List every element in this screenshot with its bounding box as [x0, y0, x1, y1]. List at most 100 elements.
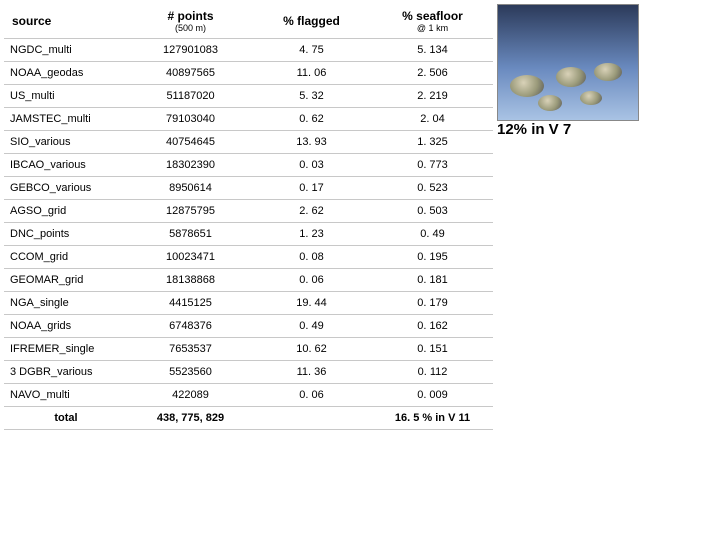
cell-points: 12875795 — [130, 200, 251, 223]
cell-points: 18302390 — [130, 154, 251, 177]
total-seafloor: 16. 5 % in V 11 — [372, 407, 493, 430]
cell-source: CCOM_grid — [4, 246, 130, 269]
cell-source: GEBCO_various — [4, 177, 130, 200]
cell-source: US_multi — [4, 85, 130, 108]
header-points-sub: (500 m) — [138, 23, 243, 33]
cell-seafloor: 0. 179 — [372, 292, 493, 315]
cell-points: 5523560 — [130, 361, 251, 384]
cell-flagged: 1. 23 — [251, 223, 372, 246]
cell-source: 3 DGBR_various — [4, 361, 130, 384]
header-points-label: # points — [167, 9, 213, 23]
cell-points: 40897565 — [130, 62, 251, 85]
cell-seafloor: 0. 112 — [372, 361, 493, 384]
table-row: CCOM_grid100234710. 080. 195 — [4, 246, 493, 269]
cell-points: 422089 — [130, 384, 251, 407]
cell-seafloor: 0. 162 — [372, 315, 493, 338]
cell-flagged: 0. 06 — [251, 384, 372, 407]
cell-points: 10023471 — [130, 246, 251, 269]
seafloor-image — [497, 4, 639, 121]
header-flagged: % flagged — [251, 4, 372, 39]
annotation-v7: 12% in V 7 — [497, 121, 716, 144]
table-row: NGA_single441512519. 440. 179 — [4, 292, 493, 315]
cell-flagged: 0. 08 — [251, 246, 372, 269]
header-source: source — [4, 4, 130, 39]
cell-seafloor: 0. 195 — [372, 246, 493, 269]
table-row: GEOMAR_grid181388680. 060. 181 — [4, 269, 493, 292]
cell-flagged: 4. 75 — [251, 39, 372, 62]
cell-seafloor: 0. 773 — [372, 154, 493, 177]
header-seafloor-label: % seafloor — [402, 9, 463, 23]
cell-seafloor: 2. 506 — [372, 62, 493, 85]
cell-source: SIO_various — [4, 131, 130, 154]
cell-flagged: 0. 06 — [251, 269, 372, 292]
cell-seafloor: 2. 219 — [372, 85, 493, 108]
cell-flagged: 0. 17 — [251, 177, 372, 200]
cell-points: 7653537 — [130, 338, 251, 361]
cell-seafloor: 0. 49 — [372, 223, 493, 246]
cell-points: 18138868 — [130, 269, 251, 292]
cell-seafloor: 2. 04 — [372, 108, 493, 131]
cell-points: 79103040 — [130, 108, 251, 131]
cell-flagged: 10. 62 — [251, 338, 372, 361]
table-row: NOAA_grids67483760. 490. 162 — [4, 315, 493, 338]
cell-source: NOAA_grids — [4, 315, 130, 338]
cell-points: 127901083 — [130, 39, 251, 62]
table-row: NOAA_geodas4089756511. 062. 506 — [4, 62, 493, 85]
cell-points: 51187020 — [130, 85, 251, 108]
cell-flagged: 13. 93 — [251, 131, 372, 154]
cell-seafloor: 0. 503 — [372, 200, 493, 223]
table-row: 3 DGBR_various552356011. 360. 112 — [4, 361, 493, 384]
table-row: NAVO_multi4220890. 060. 009 — [4, 384, 493, 407]
cell-flagged: 19. 44 — [251, 292, 372, 315]
total-row: total438, 775, 829 16. 5 % in V 11 — [4, 407, 493, 430]
cell-points: 4415125 — [130, 292, 251, 315]
table-row: GEBCO_various89506140. 170. 523 — [4, 177, 493, 200]
cell-source: IBCAO_various — [4, 154, 130, 177]
cell-source: NGA_single — [4, 292, 130, 315]
cell-source: NAVO_multi — [4, 384, 130, 407]
header-points: # points (500 m) — [130, 4, 251, 39]
cell-source: NOAA_geodas — [4, 62, 130, 85]
cell-seafloor: 0. 181 — [372, 269, 493, 292]
data-table: source # points (500 m) % flagged % seaf… — [4, 4, 493, 430]
cell-seafloor: 0. 151 — [372, 338, 493, 361]
data-table-wrapper: source # points (500 m) % flagged % seaf… — [4, 4, 493, 430]
cell-seafloor: 0. 523 — [372, 177, 493, 200]
cell-flagged: 11. 06 — [251, 62, 372, 85]
table-row: AGSO_grid128757952. 620. 503 — [4, 200, 493, 223]
cell-source: JAMSTEC_multi — [4, 108, 130, 131]
header-source-label: source — [12, 14, 51, 28]
header-row: source # points (500 m) % flagged % seaf… — [4, 4, 493, 39]
total-label: total — [4, 407, 130, 430]
total-flagged — [251, 407, 372, 430]
table-row: IFREMER_single765353710. 620. 151 — [4, 338, 493, 361]
cell-source: GEOMAR_grid — [4, 269, 130, 292]
table-row: US_multi511870205. 322. 219 — [4, 85, 493, 108]
total-points: 438, 775, 829 — [130, 407, 251, 430]
cell-points: 40754645 — [130, 131, 251, 154]
cell-flagged: 0. 49 — [251, 315, 372, 338]
cell-flagged: 5. 32 — [251, 85, 372, 108]
header-flagged-label: % flagged — [283, 14, 340, 28]
cell-flagged: 0. 62 — [251, 108, 372, 131]
cell-flagged: 0. 03 — [251, 154, 372, 177]
cell-points: 8950614 — [130, 177, 251, 200]
cell-flagged: 11. 36 — [251, 361, 372, 384]
cell-points: 6748376 — [130, 315, 251, 338]
table-row: SIO_various4075464513. 931. 325 — [4, 131, 493, 154]
header-seafloor: % seafloor @ 1 km — [372, 4, 493, 39]
cell-seafloor: 1. 325 — [372, 131, 493, 154]
table-row: NGDC_multi1279010834. 755. 134 — [4, 39, 493, 62]
cell-seafloor: 0. 009 — [372, 384, 493, 407]
cell-source: DNC_points — [4, 223, 130, 246]
cell-source: IFREMER_single — [4, 338, 130, 361]
table-row: JAMSTEC_multi791030400. 622. 04 — [4, 108, 493, 131]
cell-seafloor: 5. 134 — [372, 39, 493, 62]
table-row: DNC_points58786511. 230. 49 — [4, 223, 493, 246]
cell-source: AGSO_grid — [4, 200, 130, 223]
cell-points: 5878651 — [130, 223, 251, 246]
table-row: IBCAO_various183023900. 030. 773 — [4, 154, 493, 177]
header-seafloor-sub: @ 1 km — [380, 23, 485, 33]
cell-source: NGDC_multi — [4, 39, 130, 62]
cell-flagged: 2. 62 — [251, 200, 372, 223]
